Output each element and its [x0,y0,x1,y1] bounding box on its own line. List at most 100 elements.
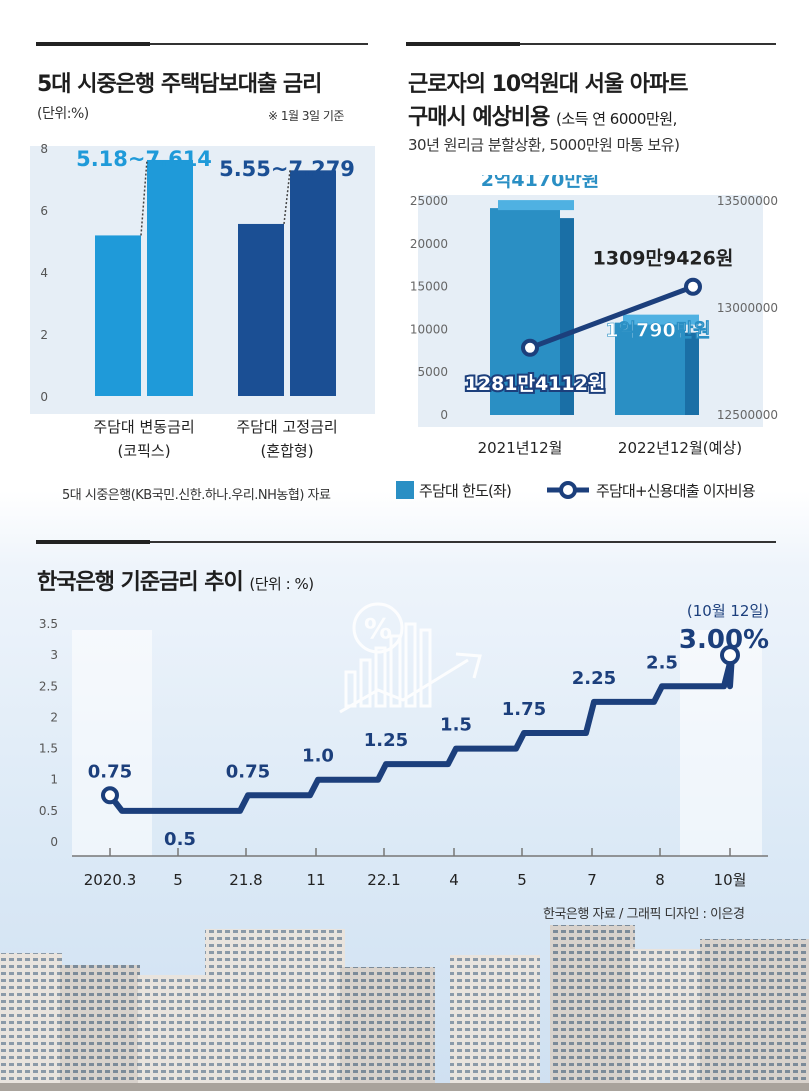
base-rate-value-label: 0.75 [88,761,132,782]
right-title-rule-thin [520,43,776,45]
legend-line-swatch [547,481,589,499]
latest-rate-label: 3.00% [679,625,769,655]
right-chart-title-line2: 구매시 예상비용 (소득 연 6000만원, [408,99,677,131]
growth-illustration-icon: % [339,602,482,714]
loan-limit-label: 2억4170만원 [481,175,600,191]
bottom-x-label: 8 [655,871,665,889]
bottom-y-tick-label: 2 [50,710,58,724]
interest-cost-line [529,284,694,351]
right-plot-background [418,195,763,427]
bottom-x-label: 7 [587,871,597,889]
right-left-tick-label: 20000 [410,237,448,251]
right-right-tick-label: 13000000 [717,301,778,315]
bottom-y-tick-label: 1 [50,773,58,787]
loan-limit-bar-top [623,314,699,325]
left-chart-date-note: ※ 1월 3일 기준 [268,109,344,123]
bottom-x-label: 5 [173,871,183,889]
right-x-label: 2022년12월(예상) [618,439,742,457]
base-rate-step-line [107,652,735,814]
left-chart-unit: (단위:%) [37,106,89,122]
loan-limit-bar [490,208,560,415]
bottom-chart-title: 한국은행 기준금리 추이 (단위 : %) [37,564,314,596]
bottom-y-tick-label: 3 [50,648,58,662]
loan-limit-bar-top [498,200,574,211]
legend-bar-swatch [396,481,414,499]
bar-min-rate [238,223,284,396]
left-chart-source: 5대 시중은행(KB국민.신한.하나.우리.NH농협) 자료 [62,488,331,503]
base-rate-value-label: 2.5 [646,652,678,673]
bottom-x-label: 10월 [714,871,747,889]
latest-date-label: (10월 12일) [687,602,769,620]
range-value-label: 5.18~7.614 [76,147,212,171]
loan-limit-bar-side [560,218,574,415]
right-x-label: 2021년12월 [478,439,563,457]
base-rate-value-label: 2.25 [572,668,616,689]
bottom-chart-title-main: 한국은행 기준금리 추이 [37,570,244,595]
base-rate-value-label: 0.5 [164,829,196,850]
right-title-rule [406,42,520,46]
bottom-title-rule [36,540,150,544]
base-rate-value-label: 1.0 [302,746,334,767]
right-chart-title-line1: 근로자의 10억원대 서울 아파트 [408,72,688,97]
bottom-x-label: 2020.3 [84,871,137,889]
bottom-y-tick-label: 1.5 [39,742,58,756]
loan-limit-label: 1억790만원 [605,320,710,342]
interest-cost-label: 1281만4112원 [465,373,606,395]
legend-line-label: 주담대+신용대출 이자비용 [596,482,756,500]
right-left-tick-label: 0 [440,408,448,422]
bottom-y-tick-label: 0.5 [39,804,58,818]
base-rate-value-label: 1.5 [440,715,472,736]
bottom-y-tick-label: 0 [50,835,58,849]
left-x-label-line1: 주담대 변동금리 [93,418,194,436]
bottom-chart-source: 한국은행 자료 / 그래픽 디자인 : 이은경 [543,907,745,922]
left-x-label-line2: (혼합형) [260,442,313,460]
svg-text:%: % [364,612,392,645]
base-rate-value-label: 1.25 [364,730,408,751]
bottom-x-label: 4 [449,871,459,889]
base-rate-start-point [101,786,119,805]
left-y-tick-label: 0 [40,390,48,404]
mortgage-rate-chart: 0 2 4 6 8 5.18~7.614 주담대 변동금리 (코픽스) 5.55~7.279 주담… [30,142,375,460]
purchase-cost-chart: 0 5000 10000 15000 20000 25000 12500000 1300000… [410,175,778,457]
bar-max-rate [290,170,336,396]
range-value-label: 5.55~7.279 [219,157,355,181]
left-y-tick-label: 4 [40,266,48,280]
right-left-tick-label: 25000 [410,194,448,208]
right-right-tick-label: 13500000 [717,194,778,208]
base-rate-value-label: 1.75 [502,699,546,720]
bottom-x-label: 21.8 [229,871,262,889]
bar-max-rate [147,159,193,396]
bottom-title-rule-thin [150,541,776,543]
loan-limit-bar-side [685,332,699,415]
left-x-label-line1: 주담대 고정금리 [236,418,337,436]
left-y-tick-label: 8 [40,142,48,156]
bottom-chart-unit: (단위 : %) [249,575,314,593]
left-chart-title: 5대 시중은행 주택담보대출 금리 [37,72,322,97]
right-left-tick-label: 15000 [410,280,448,294]
left-x-label-line2: (코픽스) [117,442,170,460]
base-rate-value-label: 0.75 [226,761,270,782]
right-chart-title-line3: 30년 원리금 분할상환, 5000만원 마통 보유) [408,136,680,154]
right-right-tick-label: 12500000 [717,408,778,422]
right-chart-title-note: (소득 연 6000만원, [556,110,677,128]
bottom-x-label: 11 [306,871,325,889]
apartment-skyline-image [0,925,809,1091]
bar-range-connector [283,170,291,225]
bar-min-rate [95,235,141,396]
right-left-tick-label: 5000 [417,365,448,379]
bottom-x-label: 5 [517,871,527,889]
interest-cost-label: 1309만9426원 [593,248,734,270]
bar-range-connector [140,159,148,236]
right-left-tick-label: 10000 [410,322,448,336]
bottom-y-tick-label: 3.5 [39,617,58,631]
left-title-rule-thin [150,43,368,45]
base-rate-chart: % 0 0.5 1 1.5 2 2.5 3 3.5 2020.3 5 21.8 11 22.1 4 5 7 8 1… [39,602,769,889]
interest-cost-point [521,338,539,357]
bottom-x-label: 22.1 [367,871,400,889]
bottom-y-tick-label: 2.5 [39,679,58,693]
left-y-tick-label: 2 [40,328,48,342]
left-y-tick-label: 6 [40,204,48,218]
base-rate-end-point [720,645,740,666]
bottom-highlight-2020 [72,630,152,856]
legend-bar-label: 주담대 한도(좌) [419,482,512,500]
